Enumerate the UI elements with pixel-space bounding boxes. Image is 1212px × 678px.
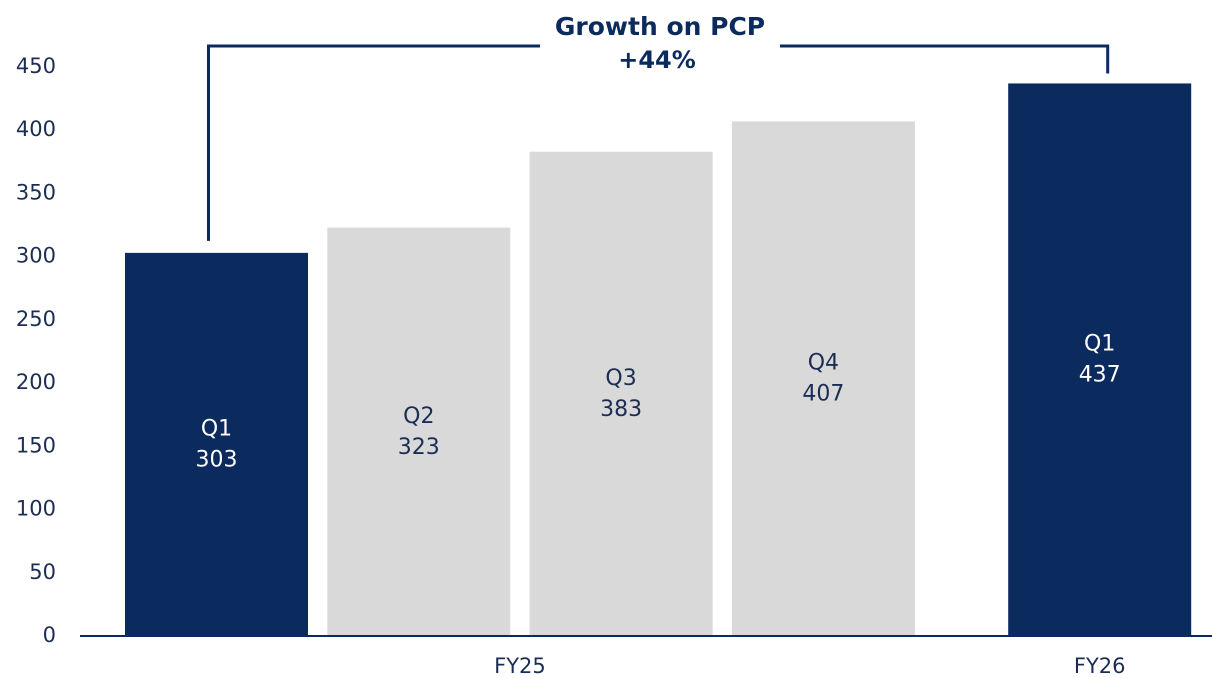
annotation-value: +44% xyxy=(618,46,696,74)
bracket-text-gap xyxy=(540,36,780,58)
bar xyxy=(327,227,511,636)
bar-value-label: 383 xyxy=(600,397,642,422)
bar-value-label: 437 xyxy=(1079,363,1121,388)
bar-category-label: Q3 xyxy=(605,366,636,391)
bar xyxy=(731,121,915,637)
bar xyxy=(125,252,308,636)
y-tick-label: 400 xyxy=(16,117,56,141)
y-tick-label: 100 xyxy=(16,497,56,521)
bar xyxy=(1008,83,1192,637)
bar-value-label: 303 xyxy=(196,447,238,472)
group-label: FY26 xyxy=(1074,654,1126,678)
y-tick-label: 250 xyxy=(16,307,56,331)
annotation-title: Growth on PCP xyxy=(555,12,765,41)
y-tick-label: 150 xyxy=(16,433,56,457)
bar-value-label: 407 xyxy=(802,382,844,407)
bar xyxy=(529,151,713,636)
bar-value-label: 323 xyxy=(398,435,440,460)
y-tick-label: 350 xyxy=(16,180,56,204)
group-label: FY25 xyxy=(494,654,546,678)
y-tick-label: 300 xyxy=(16,244,56,268)
bar-category-label: Q2 xyxy=(403,404,434,429)
y-tick-label: 50 xyxy=(29,560,56,584)
bar-category-label: Q1 xyxy=(1084,332,1115,357)
bar-category-label: Q1 xyxy=(201,416,232,441)
bar-category-label: Q4 xyxy=(808,351,839,376)
y-tick-label: 450 xyxy=(16,54,56,78)
y-tick-label: 0 xyxy=(43,623,56,647)
y-tick-label: 200 xyxy=(16,370,56,394)
